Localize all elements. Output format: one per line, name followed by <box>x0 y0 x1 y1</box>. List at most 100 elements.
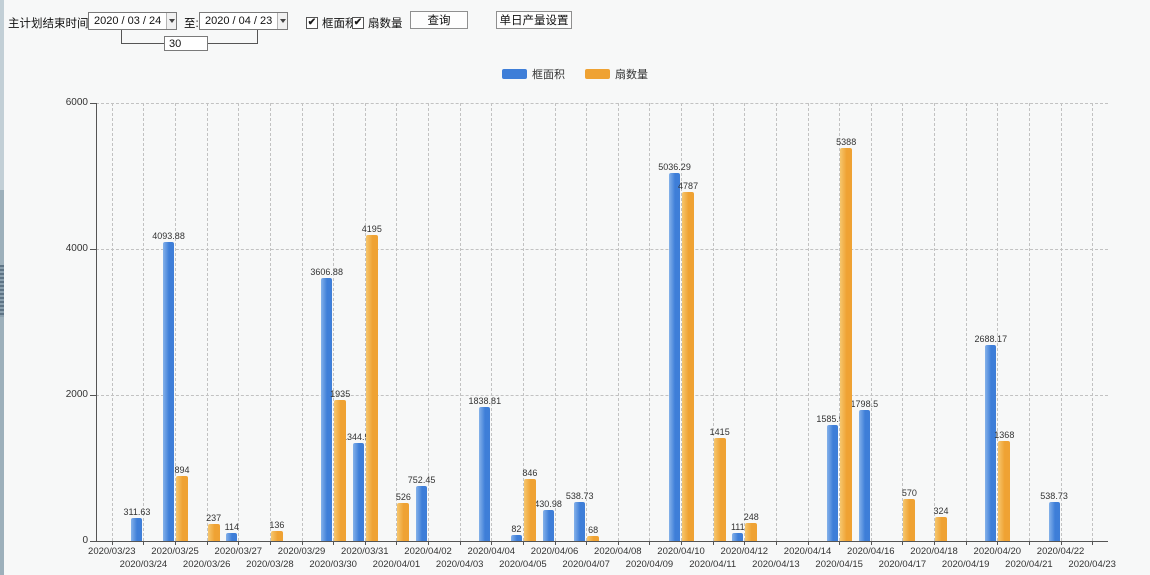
end-date-combobox[interactable]: 2020 / 04 / 23 <box>199 12 288 30</box>
bar-frame-area <box>416 486 428 541</box>
x-axis-label: 2020/04/20 <box>973 546 1022 557</box>
splitter-grip[interactable] <box>0 265 4 317</box>
x-axis-label: 2020/04/01 <box>372 559 421 570</box>
x-axis-tick <box>712 541 714 545</box>
x-axis-tick <box>807 541 809 545</box>
x-axis-tick <box>175 541 177 545</box>
x-axis-tick <box>586 541 588 545</box>
grid-line-vertical <box>333 103 335 541</box>
end-date-value[interactable]: 2020 / 04 / 23 <box>205 15 273 27</box>
legend-swatch-icon <box>502 69 527 79</box>
y-axis-tick <box>90 541 96 542</box>
y-axis-line <box>96 103 97 541</box>
x-axis-tick <box>554 541 556 545</box>
start-date-value[interactable]: 2020 / 03 / 24 <box>94 15 162 27</box>
bar-frame-area <box>226 533 238 541</box>
grid-line-vertical <box>870 103 872 541</box>
bar-fan-count <box>397 503 410 541</box>
checkbox-frame-area-label: 框面积 <box>322 18 357 30</box>
x-axis-label: 2020/03/24 <box>119 559 168 570</box>
grid-line-vertical <box>839 103 841 541</box>
x-axis-label: 2020/04/18 <box>910 546 958 557</box>
y-axis-label: 4000 <box>65 243 88 254</box>
x-axis-tick <box>775 541 777 545</box>
left-edge-panel-top <box>0 0 4 190</box>
bar-fan-count <box>334 400 347 541</box>
x-axis-label: 2020/03/23 <box>88 546 136 557</box>
grid-line-vertical <box>428 103 430 541</box>
bar-value-label: 538.73 <box>1040 491 1068 501</box>
grid-line-horizontal <box>96 249 1108 250</box>
bar-fan-count <box>523 479 536 541</box>
x-axis-label: 2020/04/02 <box>404 546 452 557</box>
y-axis-tick <box>90 103 96 104</box>
x-axis-label: 2020/03/29 <box>277 546 326 557</box>
bar-frame-area <box>669 173 681 541</box>
x-axis-tick <box>459 541 461 545</box>
checkmark-icon: ✔ <box>353 17 363 28</box>
bar-fan-count <box>903 499 916 541</box>
bar-value-label: 5036.29 <box>658 162 691 172</box>
bar-value-label: 4195 <box>361 224 382 234</box>
grid-line-vertical <box>586 103 588 541</box>
x-axis-label: 2020/04/04 <box>467 546 516 557</box>
grid-line-vertical <box>712 103 714 541</box>
x-axis-tick <box>428 541 430 545</box>
x-axis-label: 2020/03/30 <box>309 559 357 570</box>
bar-fan-count <box>998 441 1011 541</box>
bar-value-label: 136 <box>269 520 285 530</box>
legend-item[interactable]: 扇数量 <box>585 66 648 82</box>
legend-label: 框面积 <box>532 69 565 81</box>
bar-frame-area <box>321 278 333 541</box>
grid-line-vertical <box>649 103 651 541</box>
bar-frame-area <box>131 518 143 541</box>
interval-days-input[interactable]: 30 <box>164 36 208 51</box>
y-axis-tick <box>90 249 96 250</box>
grid-line-vertical <box>681 103 683 541</box>
grid-line-vertical <box>554 103 556 541</box>
grid-line-vertical <box>175 103 177 541</box>
x-axis-tick <box>649 541 651 545</box>
bar-value-label: 894 <box>174 465 190 475</box>
x-axis-label: 2020/04/06 <box>530 546 579 557</box>
bar-frame-area <box>163 242 175 541</box>
grid-line-vertical <box>459 103 461 541</box>
legend-item[interactable]: 框面积 <box>502 66 565 82</box>
grid-line-vertical <box>1060 103 1062 541</box>
x-axis-label: 2020/04/03 <box>435 559 484 570</box>
bar-value-label: 237 <box>206 513 222 523</box>
x-axis-label: 2020/04/21 <box>1005 559 1053 570</box>
daily-output-settings-button[interactable]: 单日产量设置 <box>496 11 572 29</box>
query-button[interactable]: 查询 <box>410 11 468 29</box>
bar-frame-area <box>574 502 586 541</box>
bar-value-label: 5388 <box>836 137 857 147</box>
x-axis-tick <box>206 541 208 545</box>
bar-value-label: 430.98 <box>534 499 562 509</box>
bar-frame-area <box>985 345 997 541</box>
bar-fan-count <box>935 517 948 541</box>
bar-fan-count <box>682 192 695 541</box>
y-axis-label: 2000 <box>65 389 88 400</box>
end-date-dropdown-button[interactable] <box>277 13 287 29</box>
x-axis-tick <box>301 541 303 545</box>
bar-value-label: 1368 <box>994 430 1015 440</box>
x-axis-line <box>96 541 1108 542</box>
grid-line-horizontal <box>96 395 1108 396</box>
start-date-dropdown-button[interactable] <box>166 13 176 29</box>
grid-line-vertical <box>775 103 777 541</box>
checkbox-fan-count[interactable]: ✔ 扇数量 <box>352 15 403 31</box>
bar-fan-count <box>207 524 220 541</box>
grid-line-vertical <box>902 103 904 541</box>
end-time-label: 主计划结束时间: <box>8 18 92 30</box>
checkbox-box[interactable]: ✔ <box>352 17 364 29</box>
x-axis-tick <box>839 541 841 545</box>
grid-line-vertical <box>206 103 208 541</box>
x-axis-tick <box>681 541 683 545</box>
bar-frame-area <box>479 407 491 541</box>
start-date-combobox[interactable]: 2020 / 03 / 24 <box>88 12 177 30</box>
bar-value-label: 111 <box>730 522 745 532</box>
grid-line-vertical <box>965 103 967 541</box>
checkbox-box[interactable]: ✔ <box>306 17 318 29</box>
checkbox-frame-area[interactable]: ✔ 框面积 <box>306 15 357 31</box>
x-axis-tick <box>238 541 240 545</box>
